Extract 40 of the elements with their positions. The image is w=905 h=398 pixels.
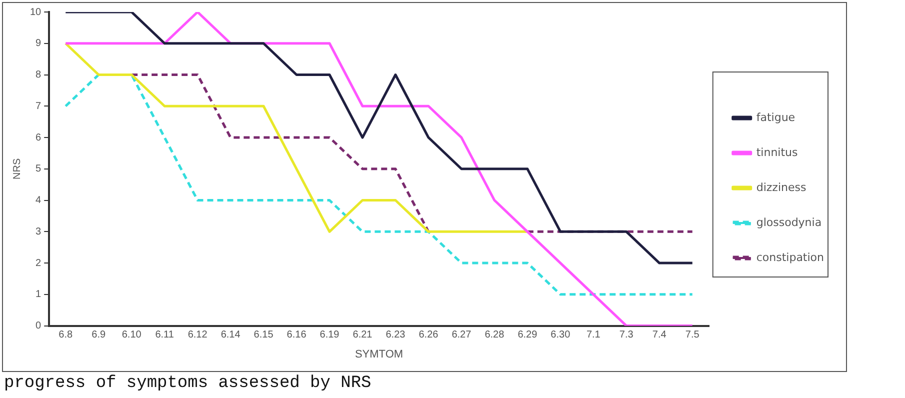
y-tick-label: 6 (36, 132, 42, 144)
legend-label: constipation (756, 250, 824, 264)
x-axis-title: SYMTOM (354, 348, 404, 360)
y-tick-label: 0 (36, 320, 42, 332)
legend-label: dizziness (756, 180, 806, 194)
x-tick-label: 7.4 (652, 330, 667, 341)
x-tick-label: 6.23 (386, 330, 406, 341)
x-tick-label: 6.27 (452, 330, 472, 341)
line-series (64, 74, 694, 296)
x-tick-label: 6.14 (220, 330, 241, 341)
x-tick-label: 7.1 (586, 330, 601, 341)
x-tick-label: 6.12 (188, 330, 208, 341)
x-tick-label: 6.21 (352, 330, 373, 341)
legend-label: tinnitus (756, 146, 798, 159)
y-tick-label: 8 (36, 70, 42, 81)
x-tick-label: 6.15 (254, 330, 274, 341)
x-tick-label: 6.16 (286, 330, 307, 341)
x-tick-label: 6.28 (484, 330, 505, 341)
legend-label: fatigue (756, 110, 796, 124)
y-tick-label: 10 (30, 6, 42, 18)
y-tick-label: 9 (36, 38, 42, 50)
x-tick-label: 6.9 (92, 330, 106, 341)
x-tick-label: 6.10 (122, 330, 142, 341)
x-tick-label: 6.19 (320, 330, 340, 341)
x-tick-label: 6.30 (550, 330, 571, 341)
y-axis-title: NRS (12, 158, 23, 180)
x-tick-label: 7.3 (619, 330, 634, 341)
x-tick-label: 6.29 (518, 330, 538, 341)
y-tick-label: 7 (36, 100, 42, 112)
x-tick-label: 6.11 (155, 330, 174, 341)
y-tick-label: 4 (36, 195, 42, 206)
y-tick-label: 1 (36, 289, 42, 300)
legend-label: glossodynia (756, 216, 822, 229)
x-tick-label: 7.5 (685, 330, 700, 341)
y-tick-label: 3 (36, 226, 42, 238)
x-tick-label: 6.8 (58, 330, 74, 341)
x-tick-label: 6.26 (418, 330, 439, 341)
y-tick-label: 5 (36, 164, 42, 175)
y-tick-label: 2 (36, 258, 42, 269)
text: progress of symptoms assessed by NRS (4, 374, 372, 393)
